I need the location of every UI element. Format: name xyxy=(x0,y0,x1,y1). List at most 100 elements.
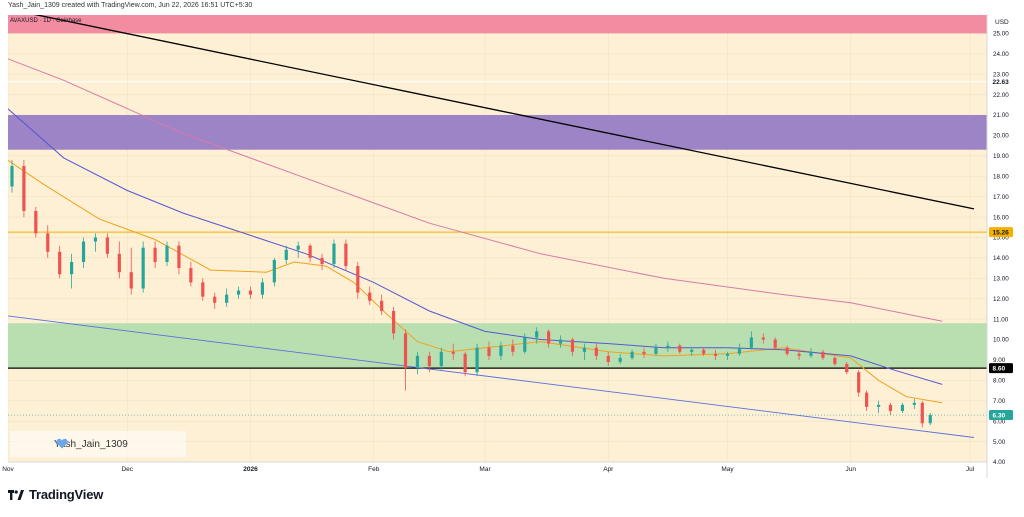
y-tick-label: 22.00 xyxy=(993,92,1009,99)
y-tick-label: 12.00 xyxy=(993,296,1009,303)
candle-body xyxy=(499,345,503,356)
candle-body xyxy=(809,351,813,356)
candle-body xyxy=(272,259,276,283)
y-tick-label: 24.00 xyxy=(993,51,1009,58)
watermark-text: Yash_Jain_1309 xyxy=(54,438,128,450)
candle-body xyxy=(415,355,420,369)
candle-body xyxy=(93,237,98,242)
candle-body xyxy=(547,331,551,344)
y-tick-label: 6.00 xyxy=(993,418,1006,425)
y-tick-label: 23.00 xyxy=(993,71,1009,78)
plot-layer xyxy=(0,15,987,462)
x-tick-label: May xyxy=(721,466,734,473)
y-tick-label: 21.00 xyxy=(993,112,1009,119)
zone-green-zone xyxy=(8,323,987,369)
moving-average-line xyxy=(8,108,943,385)
y-tick-label: 19.00 xyxy=(993,153,1009,160)
candle-body xyxy=(475,347,479,373)
candle-body xyxy=(702,349,706,354)
candle-body xyxy=(570,339,575,352)
candle-body xyxy=(213,296,217,303)
moving-average-line xyxy=(8,58,943,322)
y-tick-label: 18.00 xyxy=(993,173,1009,180)
chart-caption: Yash_Jain_1309 created with TradingView.… xyxy=(8,2,253,9)
y-tick-label: 16.00 xyxy=(993,214,1009,221)
price-badge-label: 22.63 xyxy=(993,79,1010,86)
price-badge xyxy=(989,227,1013,238)
candle-body xyxy=(332,243,336,265)
price-badge-label: 6.30 xyxy=(993,412,1006,419)
candle-body xyxy=(165,245,169,262)
y-tick-label: 13.00 xyxy=(993,276,1009,283)
candle-body xyxy=(797,353,801,356)
y-tick-label: 8.00 xyxy=(993,378,1006,385)
x-tick-label: Nov xyxy=(2,466,14,473)
candle-body xyxy=(845,364,849,373)
candle-body xyxy=(105,237,109,254)
candle-body xyxy=(439,351,443,367)
candle-body xyxy=(380,300,384,311)
x-tick-label: Feb xyxy=(368,466,380,473)
candle-body xyxy=(666,345,670,348)
y-tick-label: 5.00 xyxy=(993,439,1006,446)
author-watermark: Yash_Jain_1309 xyxy=(10,431,186,457)
y-tick-label: 10.00 xyxy=(993,337,1009,344)
y-tick-label: 4.00 xyxy=(993,459,1006,466)
y-tick-label: 20.00 xyxy=(993,133,1009,140)
y-tick-label: 15.00 xyxy=(993,235,1009,242)
candle-body xyxy=(153,247,157,262)
candle-body xyxy=(260,282,265,295)
candle-body xyxy=(725,353,730,356)
candle-body xyxy=(749,337,753,348)
candle-body xyxy=(487,347,491,356)
currency-label: USD xyxy=(995,19,1009,26)
candle-body xyxy=(248,290,253,295)
candle-body xyxy=(117,253,121,273)
candle-body xyxy=(912,402,916,405)
heart-icon xyxy=(56,438,68,449)
candle-body xyxy=(236,290,241,295)
candle-body xyxy=(594,347,598,356)
zone-resistance-zone xyxy=(8,15,987,34)
candle-body xyxy=(900,404,905,411)
candle-body xyxy=(535,331,539,338)
candle-body xyxy=(678,345,682,352)
candle-body xyxy=(189,268,193,283)
candle-body xyxy=(403,333,408,369)
price-badge xyxy=(989,410,1013,421)
tradingview-logo-icon xyxy=(8,489,24,500)
candle-body xyxy=(785,347,789,354)
plot-background xyxy=(8,15,987,462)
candle-body xyxy=(0,186,2,221)
y-tick-label: 17.00 xyxy=(993,194,1009,201)
candle-body xyxy=(654,347,658,354)
candle-body xyxy=(865,392,869,407)
candle-body xyxy=(141,247,145,289)
candle-body xyxy=(558,339,563,344)
candle-body xyxy=(630,351,634,358)
trendline xyxy=(8,315,975,438)
candle-body xyxy=(511,345,515,352)
tradingview-logo[interactable]: TradingView xyxy=(8,487,103,502)
candle-body xyxy=(773,339,777,348)
zone-purple-zone xyxy=(8,115,987,150)
candle-body xyxy=(821,351,825,358)
candle-body xyxy=(10,166,14,187)
candle-body xyxy=(70,261,74,275)
symbol-label: AVAXUSD · 1D · Coinbase xyxy=(10,18,82,24)
candle-body xyxy=(713,353,718,356)
candle-body xyxy=(928,415,932,424)
candle-body xyxy=(876,404,881,407)
candle-body xyxy=(225,294,229,303)
x-tick-label: Jul xyxy=(966,466,975,473)
candle-body xyxy=(296,245,300,250)
y-tick-label: 7.00 xyxy=(993,398,1006,405)
candle-body xyxy=(857,372,861,393)
candle-body xyxy=(368,292,372,301)
candle-body xyxy=(463,353,467,373)
candle-body xyxy=(606,355,610,362)
y-tick-label: 11.00 xyxy=(993,316,1009,323)
moving-average-line xyxy=(8,159,943,404)
